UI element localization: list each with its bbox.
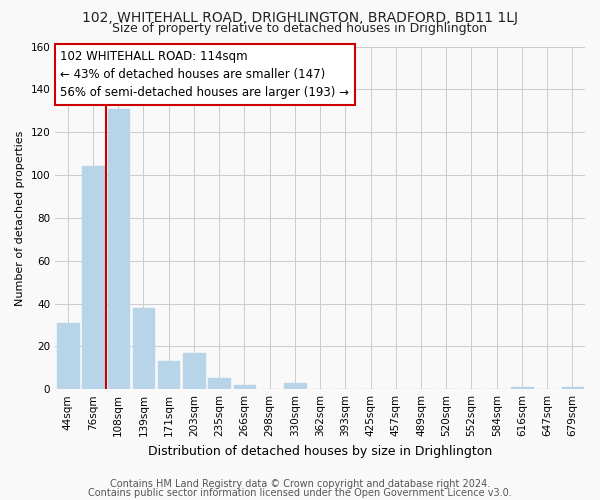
Bar — [57, 323, 79, 389]
Bar — [82, 166, 104, 389]
Bar — [133, 308, 154, 389]
Text: 102 WHITEHALL ROAD: 114sqm
← 43% of detached houses are smaller (147)
56% of sem: 102 WHITEHALL ROAD: 114sqm ← 43% of deta… — [61, 50, 349, 99]
Bar — [233, 385, 255, 389]
Bar — [208, 378, 230, 389]
Text: Size of property relative to detached houses in Drighlington: Size of property relative to detached ho… — [113, 22, 487, 35]
Bar — [562, 387, 583, 389]
Bar — [107, 108, 129, 389]
Bar — [183, 353, 205, 389]
Text: Contains public sector information licensed under the Open Government Licence v3: Contains public sector information licen… — [88, 488, 512, 498]
Bar — [158, 362, 179, 389]
Y-axis label: Number of detached properties: Number of detached properties — [15, 130, 25, 306]
X-axis label: Distribution of detached houses by size in Drighlington: Distribution of detached houses by size … — [148, 444, 492, 458]
Bar — [511, 387, 533, 389]
Text: Contains HM Land Registry data © Crown copyright and database right 2024.: Contains HM Land Registry data © Crown c… — [110, 479, 490, 489]
Text: 102, WHITEHALL ROAD, DRIGHLINGTON, BRADFORD, BD11 1LJ: 102, WHITEHALL ROAD, DRIGHLINGTON, BRADF… — [82, 11, 518, 25]
Bar — [284, 383, 305, 389]
